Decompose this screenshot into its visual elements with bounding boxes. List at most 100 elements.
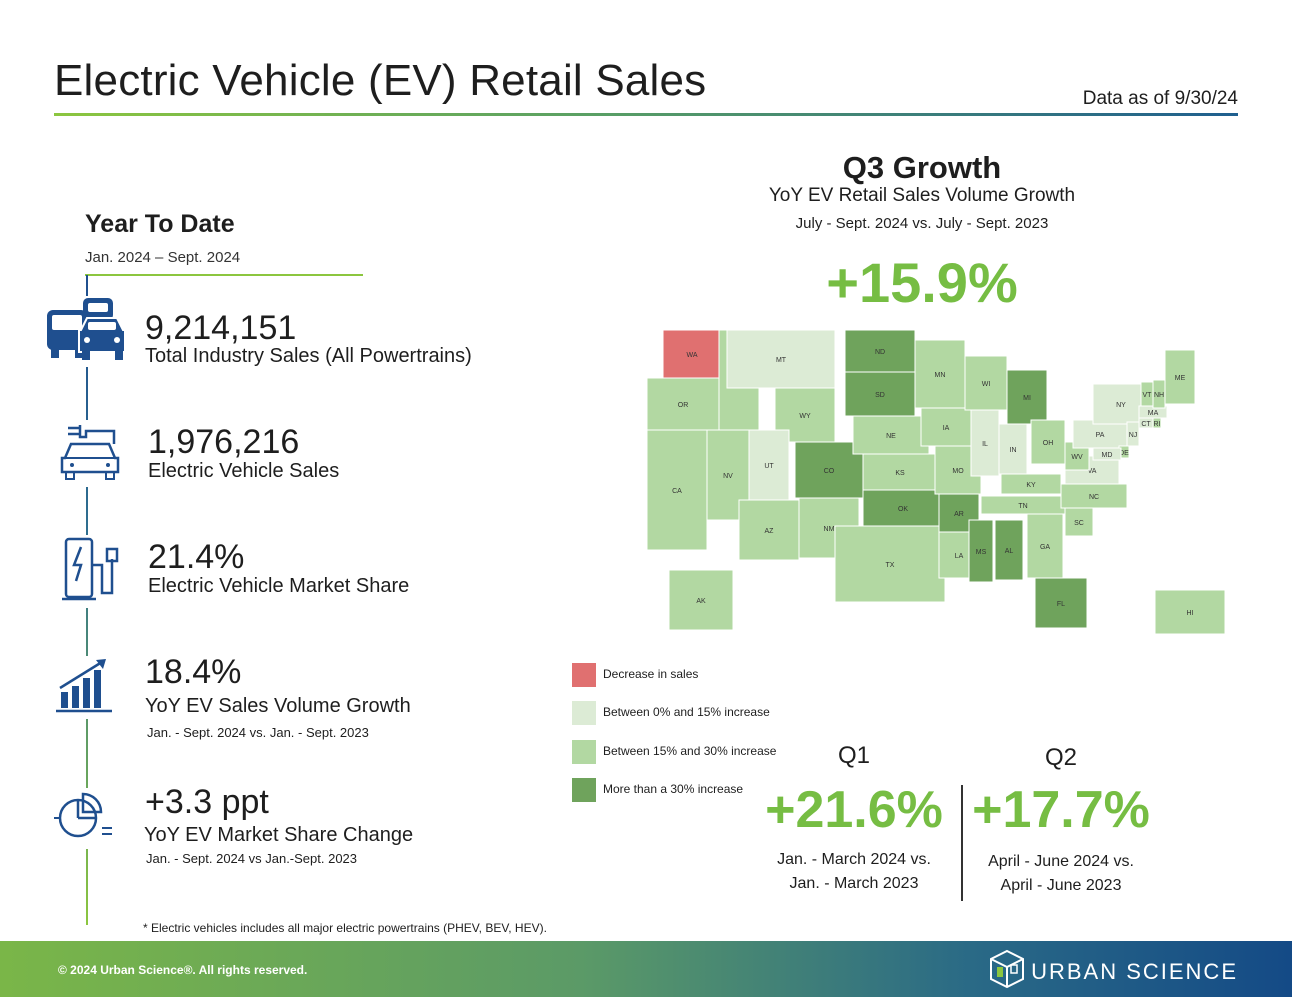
state-label-ok: OK	[898, 506, 908, 513]
q2-growth-value: +17.7%	[972, 781, 1150, 839]
us-growth-map: WAORCAIDNVMTWYUTAZCONMNDSDNEKSOKTXMNIAMO…	[646, 329, 1226, 635]
q1-label: Q1	[837, 742, 870, 769]
state-label-or: OR	[678, 402, 689, 409]
legend-swatch-mid	[572, 740, 596, 764]
state-il	[970, 409, 1000, 477]
state-label-ma: MA	[1148, 410, 1159, 417]
state-ut	[748, 429, 790, 501]
state-label-ct: CT	[1141, 421, 1151, 428]
plug-in-car-icon	[58, 420, 122, 487]
state-wi	[964, 355, 1008, 411]
state-label-nm: NM	[824, 526, 835, 533]
q3-heading: Q3 Growth	[842, 150, 1002, 185]
q2-label: Q2	[1044, 744, 1077, 771]
stat-label-share-change: YoY EV Market Share Change	[144, 824, 414, 846]
legend-swatch-low	[572, 701, 596, 725]
state-label-md: MD	[1102, 452, 1113, 459]
state-label-al: AL	[1005, 548, 1014, 555]
state-mt	[726, 329, 836, 389]
state-wa	[662, 329, 722, 379]
state-fl	[1034, 577, 1088, 629]
stat-label-volume-growth: YoY EV Sales Volume Growth	[145, 695, 411, 717]
state-label-in: IN	[1010, 447, 1017, 454]
growth-bar-chart-icon	[54, 656, 114, 719]
data-as-of-date: Data as of 9/30/24	[1082, 88, 1238, 109]
state-label-nj: NJ	[1129, 432, 1138, 439]
state-label-oh: OH	[1043, 440, 1054, 447]
state-label-ut: UT	[764, 463, 774, 470]
legend-label-low: Between 0% and 15% increase	[603, 705, 770, 719]
state-label-ia: IA	[943, 425, 950, 432]
state-label-ky: KY	[1026, 482, 1036, 489]
stat-label-total-sales: Total Industry Sales (All Powertrains)	[145, 345, 472, 367]
state-label-hi: HI	[1187, 610, 1194, 617]
state-mi	[1006, 369, 1048, 425]
state-label-va: VA	[1088, 468, 1097, 475]
traffic-vehicles-icon	[45, 296, 129, 367]
state-label-sd: SD	[875, 392, 885, 399]
q3-range: July - Sept. 2024 vs. July - Sept. 2023	[795, 215, 1049, 232]
q3-growth-value: +15.9%	[826, 251, 1018, 314]
state-label-me: ME	[1175, 375, 1186, 382]
state-label-wy: WY	[799, 413, 811, 420]
state-nd	[844, 329, 916, 373]
state-label-sc: SC	[1074, 520, 1084, 527]
state-ak	[668, 569, 734, 631]
stat-sub-share-change: Jan. - Sept. 2024 vs Jan.-Sept. 2023	[146, 851, 358, 866]
state-ms	[968, 519, 994, 583]
ytd-range: Jan. 2024 – Sept. 2024	[85, 249, 241, 266]
state-label-ca: CA	[672, 488, 682, 495]
state-in	[998, 423, 1028, 475]
state-label-nc: NC	[1089, 494, 1099, 501]
legend-label-high: More than a 30% increase	[603, 782, 744, 796]
state-label-la: LA	[955, 553, 964, 560]
state-label-tx: TX	[886, 562, 895, 569]
state-label-wv: WV	[1071, 454, 1083, 461]
page-title: Electric Vehicle (EV) Retail Sales	[54, 56, 707, 105]
state-label-nv: NV	[723, 473, 733, 480]
title-divider	[54, 113, 1238, 116]
state-label-fl: FL	[1057, 601, 1065, 608]
legend-label-decrease: Decrease in sales	[603, 667, 699, 681]
state-label-ms: MS	[976, 549, 987, 556]
state-label-co: CO	[824, 468, 835, 475]
state-label-ak: AK	[696, 598, 706, 605]
q1-range-line1: Jan. - March 2024 vs.	[777, 851, 931, 868]
state-label-de: DE	[1119, 450, 1129, 457]
state-label-mo: MO	[952, 468, 964, 475]
state-nc	[1060, 483, 1128, 509]
state-label-ar: AR	[954, 511, 964, 518]
state-me	[1164, 349, 1196, 405]
q1-growth-value: +21.6%	[765, 781, 943, 839]
stat-label-market-share: Electric Vehicle Market Share	[148, 575, 410, 597]
state-co	[794, 441, 864, 499]
state-label-nh: NH	[1154, 392, 1164, 399]
legend-swatch-decrease	[572, 663, 596, 687]
stat-value-market-share: 21.4%	[148, 538, 245, 576]
brand-name: URBAN SCIENCE	[1031, 959, 1238, 984]
state-label-wi: WI	[982, 381, 991, 388]
state-label-wa: WA	[686, 352, 697, 359]
state-hi	[1154, 589, 1226, 635]
state-label-ks: KS	[895, 470, 905, 477]
stat-label-ev-sales: Electric Vehicle Sales	[148, 460, 340, 482]
state-oh	[1030, 419, 1066, 465]
state-label-ri: RI	[1154, 421, 1161, 428]
legend-label-mid: Between 15% and 30% increase	[603, 744, 777, 758]
stat-value-total-sales: 9,214,151	[145, 309, 297, 347]
state-label-ga: GA	[1040, 544, 1050, 551]
state-label-pa: PA	[1096, 432, 1105, 439]
state-az	[738, 499, 800, 561]
q2-range-line1: April - June 2024 vs.	[988, 853, 1134, 870]
state-label-vt: VT	[1143, 392, 1153, 399]
ev-charging-station-icon	[62, 535, 120, 608]
state-label-mt: MT	[776, 357, 787, 364]
pie-chart-icon	[52, 788, 118, 849]
footer-bar: © 2024 Urban Science®. All rights reserv…	[0, 941, 1292, 997]
q2-range-line2: April - June 2023	[1000, 877, 1122, 894]
stat-value-share-change: +3.3 ppt	[145, 783, 269, 821]
state-ga	[1026, 513, 1064, 579]
state-md	[1092, 447, 1122, 461]
state-ca	[646, 429, 708, 551]
state-ok	[862, 489, 944, 527]
